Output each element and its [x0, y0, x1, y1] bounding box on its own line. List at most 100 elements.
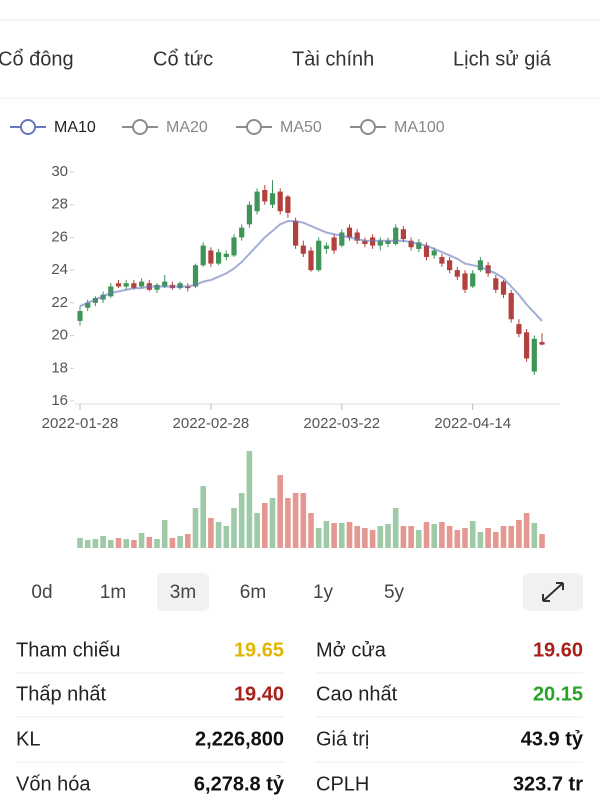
legend-marker — [20, 119, 36, 135]
range-button[interactable]: 5y — [384, 582, 405, 603]
volume-bar — [215, 522, 222, 548]
legend-label[interactable]: MA100 — [394, 119, 445, 136]
volume-bar — [154, 539, 160, 548]
candle-body — [123, 283, 129, 287]
range-button[interactable]: 3m — [170, 582, 196, 603]
y-tick-label: 30 — [51, 163, 68, 180]
stat-label: Thấp nhất — [16, 683, 107, 705]
volume-bar — [285, 498, 291, 548]
candle-body — [400, 229, 406, 240]
volume-bar — [200, 486, 206, 548]
volume-bar — [454, 530, 461, 548]
candle-body — [331, 237, 337, 251]
volume-bar — [292, 493, 299, 548]
volume-bar — [177, 536, 183, 548]
range-button[interactable]: 1m — [100, 582, 126, 603]
volume-bar — [385, 524, 391, 548]
volume-bar — [508, 526, 514, 548]
candle-body — [508, 293, 514, 320]
volume-bar — [400, 526, 407, 548]
volume-bar — [269, 498, 276, 548]
volume-bar — [208, 518, 214, 548]
volume-bar — [423, 522, 430, 548]
range-button[interactable]: 6m — [240, 582, 266, 603]
volume-bar — [354, 526, 360, 548]
volume-bar — [238, 493, 245, 548]
candle-body — [308, 250, 314, 271]
candle-body — [339, 232, 345, 246]
volume-bar — [362, 528, 368, 548]
candle-body — [316, 240, 322, 271]
legend-label[interactable]: MA50 — [280, 119, 322, 136]
candle-body — [231, 237, 237, 256]
volume-bar — [192, 508, 199, 548]
candle-body — [262, 189, 268, 202]
stat-label: Giá trị — [316, 728, 369, 750]
tab[interactable]: Lịch sử giá — [453, 48, 552, 70]
tab[interactable]: Cổ tức — [153, 48, 213, 70]
candle-body — [416, 242, 422, 249]
volume-bar — [346, 522, 353, 548]
candle-body — [493, 278, 499, 290]
candle-body — [539, 342, 545, 345]
expand-icon — [542, 582, 564, 602]
legend-marker — [132, 119, 148, 135]
y-tick-label: 20 — [51, 327, 68, 344]
stat-value: 6,278.8 tỷ — [194, 773, 285, 795]
stat-label: CPLH — [316, 773, 369, 795]
stat-value: 2,226,800 — [195, 728, 284, 750]
volume-bar — [185, 534, 191, 548]
volume-bar — [315, 528, 322, 548]
stat-value: 20.15 — [533, 683, 583, 705]
tab[interactable]: Cổ đông — [0, 48, 74, 70]
stat-value: 43.9 tỷ — [521, 728, 584, 750]
x-tick-label: 2022-03-22 — [303, 415, 380, 432]
volume-bar — [277, 475, 283, 548]
candle-body — [431, 250, 437, 256]
legend-marker — [246, 119, 262, 135]
range-button[interactable]: 1y — [313, 582, 334, 603]
volume-bar — [262, 503, 268, 548]
volume-bar — [246, 451, 253, 548]
candle-body — [462, 273, 468, 290]
volume-bar — [123, 539, 129, 548]
x-tick-label: 2022-02-28 — [173, 415, 250, 432]
volume-bar — [369, 530, 376, 548]
candle-body — [208, 250, 214, 264]
x-tick-label: 2022-01-28 — [42, 415, 119, 432]
candle-body — [470, 273, 476, 287]
tab[interactable]: Tài chính — [292, 48, 374, 70]
volume-bar — [539, 534, 545, 548]
volume-bar — [516, 520, 522, 548]
volume-bar — [531, 523, 538, 548]
volume-bar — [169, 538, 176, 548]
candle-body — [162, 281, 168, 287]
candle-body — [516, 324, 522, 334]
candle-body — [477, 260, 483, 271]
volume-bar — [323, 521, 330, 548]
legend-label[interactable]: MA20 — [166, 119, 208, 136]
volume-bar — [331, 523, 337, 548]
stat-value: 323.7 tr — [513, 773, 583, 795]
volume-bar — [493, 532, 499, 548]
candle-body — [500, 281, 507, 295]
range-button[interactable]: 0d — [31, 582, 52, 603]
candle-body — [277, 191, 283, 212]
stat-value: 19.60 — [533, 639, 583, 661]
candle-body — [354, 232, 360, 241]
volume-bar — [254, 513, 260, 548]
candle-body — [293, 221, 299, 246]
candle-body — [216, 252, 222, 264]
candle-body — [254, 191, 260, 212]
candle-body — [439, 257, 445, 264]
candle-body — [362, 240, 368, 244]
candle-body — [200, 245, 206, 266]
legend-label[interactable]: MA10 — [54, 119, 96, 136]
volume-bar — [146, 537, 153, 548]
candle-body — [447, 260, 453, 271]
volume-bar — [392, 508, 399, 548]
volume-bar — [469, 521, 476, 548]
volume-bar — [92, 539, 99, 548]
